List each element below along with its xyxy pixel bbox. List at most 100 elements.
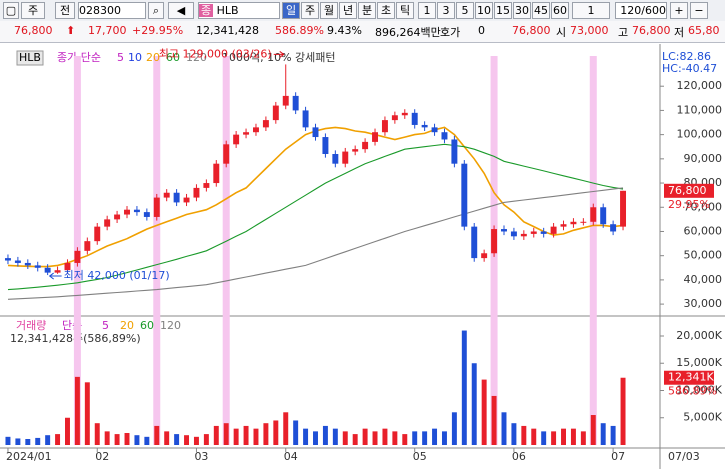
- unit[interactable]: 1: [572, 2, 610, 19]
- volume-bar: [352, 434, 358, 445]
- min-annotation: 최저 42,000 (01/17): [64, 269, 170, 282]
- zoom[interactable]: +: [670, 2, 688, 19]
- candle-body: [471, 226, 478, 259]
- volume-bar: [144, 436, 150, 445]
- volume-bar: [580, 431, 586, 445]
- volume-bar: [620, 377, 626, 445]
- last-volume: 12,341K: [668, 371, 714, 384]
- volume-bar: [561, 428, 566, 445]
- candle-body: [292, 95, 299, 111]
- name[interactable]: 종 HLB: [198, 2, 280, 19]
- volume-bar: [501, 412, 507, 445]
- volume-bar: [451, 412, 457, 445]
- candle-body: [312, 127, 319, 138]
- volume-bar: [184, 435, 190, 445]
- candle-body: [233, 134, 240, 145]
- y-tick-label: 70,000: [684, 200, 723, 213]
- period-button[interactable]: 월: [320, 2, 338, 19]
- volume-bar: [481, 379, 487, 445]
- icon[interactable]: ▢: [3, 2, 19, 19]
- volume: 12,341,428: [196, 24, 259, 37]
- last-change: 29.95%: [668, 198, 710, 211]
- period-button[interactable]: 주: [301, 2, 319, 19]
- y-tick-label: 100,000: [677, 128, 723, 141]
- period-button[interactable]: 초: [377, 2, 395, 19]
- name-text: HLB: [216, 4, 239, 17]
- interval-button[interactable]: 3: [437, 2, 455, 19]
- candle-body: [481, 253, 488, 259]
- volume-bar: [432, 428, 438, 445]
- volume-bar: [491, 395, 497, 445]
- x-end-label: 07/03: [668, 450, 700, 463]
- interval-button[interactable]: 5: [456, 2, 474, 19]
- candle-body: [560, 224, 567, 227]
- volume-bar: [213, 425, 219, 445]
- volume-bar: [541, 431, 547, 445]
- volume-bar: [303, 428, 309, 445]
- market[interactable]: 주: [21, 2, 45, 19]
- candle-body: [282, 95, 289, 106]
- period-button[interactable]: 틱: [396, 2, 414, 19]
- volume-tick-label: 5,000K: [683, 411, 722, 424]
- prev[interactable]: 전: [55, 2, 75, 19]
- candle-body: [372, 132, 378, 142]
- volume-bar: [35, 437, 41, 445]
- candle-body: [520, 233, 527, 237]
- volume-bar: [223, 423, 229, 445]
- symbol-box: [16, 50, 44, 66]
- zoom-out[interactable]: −: [690, 2, 708, 19]
- interval-button[interactable]: 15: [494, 2, 512, 19]
- candle-body: [153, 197, 160, 217]
- candle-body: [213, 163, 220, 184]
- period-button[interactable]: 일: [282, 2, 300, 19]
- volume-bar: [203, 434, 209, 445]
- chart-bg: [0, 44, 725, 469]
- volume-bar: [193, 436, 199, 445]
- y-tick-label: 50,000: [684, 249, 723, 262]
- x-tick-label: 2024/01: [6, 450, 52, 463]
- candle-body: [342, 151, 349, 164]
- search[interactable]: ⌕: [148, 2, 164, 19]
- period-button[interactable]: 분: [358, 2, 376, 19]
- candle-body: [411, 112, 418, 125]
- volume-legend-entry: 5: [102, 319, 109, 332]
- low: 65,80: [688, 24, 720, 37]
- interval-button[interactable]: 60: [551, 2, 569, 19]
- volume-bar: [114, 434, 120, 445]
- volume-bar: [134, 435, 140, 445]
- interval-button[interactable]: 1: [418, 2, 436, 19]
- volume-bar: [412, 431, 418, 445]
- last-volume-box: [664, 370, 714, 385]
- volume-bar: [521, 425, 527, 445]
- period-button[interactable]: 년: [339, 2, 357, 19]
- code[interactable]: 028300: [78, 2, 146, 19]
- candle-body: [302, 110, 309, 128]
- volume-bar: [293, 420, 299, 445]
- turnover: 9.43%: [327, 24, 362, 37]
- arrow: ⬆: [66, 24, 76, 37]
- volume-bar: [511, 423, 517, 445]
- interval-button[interactable]: 45: [532, 2, 550, 19]
- volume-tick-label: 15,000K: [676, 356, 722, 369]
- volume-bar: [45, 435, 51, 445]
- open: 73,000: [570, 24, 609, 37]
- candle-body: [183, 197, 190, 203]
- candle-body: [570, 221, 577, 225]
- volume-bar: [124, 433, 130, 445]
- indicator: 1000억, 10% 강세패턴: [222, 51, 336, 64]
- volume-bar: [422, 431, 428, 445]
- volume-bar: [471, 363, 477, 445]
- volume-bar: [174, 434, 180, 445]
- sound[interactable]: ◀: [168, 2, 194, 19]
- last-price: 76,800: [668, 184, 707, 197]
- count[interactable]: 120/600: [615, 2, 667, 19]
- volume-bar: [590, 415, 596, 445]
- interval-button[interactable]: 30: [513, 2, 531, 19]
- candle-body: [262, 120, 269, 128]
- volume-bar: [233, 428, 239, 445]
- volume-legend-entry: 120: [160, 319, 181, 332]
- interval-button[interactable]: 10: [475, 2, 493, 19]
- candle-body: [253, 127, 259, 133]
